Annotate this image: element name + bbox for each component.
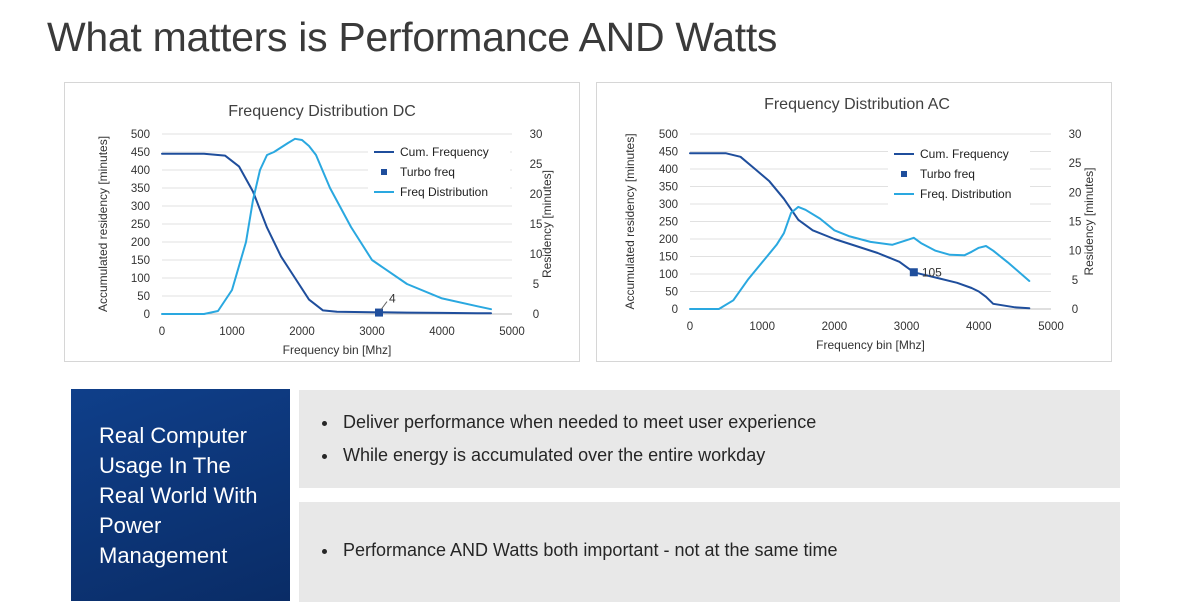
chart-ac-ytick-label: 400: [659, 164, 678, 176]
chart-dc-y2tick-label: 5: [533, 279, 539, 291]
chart-ac-legend-turbo-swatch: [901, 171, 907, 177]
bullet-list-top: Deliver performance when needed to meet …: [317, 412, 1120, 466]
chart-dc-turbo-point: [375, 308, 383, 317]
chart-dc-ytick-label: 350: [131, 183, 150, 195]
chart-ac-y2tick-label: 10: [1069, 246, 1082, 258]
chart-dc-y2tick-label: 25: [530, 159, 543, 171]
chart-dc-legend-label: Freq Distribution: [400, 185, 488, 199]
chart-dc-turbo-leader: [380, 301, 388, 310]
chart-dc-ytick-label: 250: [131, 219, 150, 231]
chart-ac-xtick-label: 0: [687, 321, 693, 333]
chart-dc-xtick-label: 0: [159, 326, 165, 338]
chart-dc-svg: Frequency Distribution DC050100150200250…: [65, 83, 579, 361]
chart-ac-legend-label: Freq. Distribution: [920, 187, 1011, 201]
chart-dc-legend-label: Cum. Frequency: [400, 145, 489, 159]
chart-ac-legend-label: Cum. Frequency: [920, 147, 1009, 161]
chart-dc-xtick-label: 1000: [219, 326, 245, 338]
chart-ac-panel: Frequency Distribution AC 0 50 100 150 200 250…: [596, 82, 1112, 362]
chart-dc-x-axis-label: Frequency bin [Mhz]: [283, 343, 392, 357]
chart-dc-legend-turbo-swatch: [381, 169, 387, 175]
side-box-text: Real Computer Usage In The Real World Wi…: [99, 423, 258, 568]
chart-ac-xtick-label: 3000: [894, 321, 920, 333]
chart-ac-ytick-label: 300: [659, 199, 678, 211]
chart-ac-legend: Cum. Frequency Turbo freq Freq. Distributi…: [888, 141, 1030, 205]
chart-ac-xtick-label: 2000: [822, 321, 848, 333]
chart-ac-ytick-label: 50: [665, 287, 678, 299]
bullet-box-top: Deliver performance when needed to meet …: [299, 390, 1120, 488]
chart-ac-ytick-label: 150: [659, 252, 678, 264]
chart-ac-y2tick-label: 5: [1072, 275, 1078, 287]
chart-ac-ytick-label: 500: [659, 129, 678, 141]
side-box: Real Computer Usage In The Real World Wi…: [71, 389, 290, 601]
chart-dc-y2-axis-label: Residency [minutes]: [540, 170, 554, 278]
chart-dc-title: Frequency Distribution DC: [228, 103, 416, 120]
chart-ac-ytick-label: 0: [672, 304, 678, 316]
chart-dc-series-freq-distribution-line: [161, 137, 492, 315]
chart-dc-y2tick-label: 30: [530, 129, 543, 141]
chart-dc-panel: Frequency Distribution DC 0 50 100 150 200 250…: [64, 82, 580, 362]
chart-ac-y2tick-label: 15: [1069, 217, 1082, 229]
chart-ac-title: Frequency Distribution AC: [764, 96, 950, 113]
chart-ac-y-axis-label: Accumulated residency [minutes]: [623, 133, 637, 309]
bullet-list-bottom: Performance AND Watts both important - n…: [317, 540, 1120, 561]
chart-dc-background: [65, 83, 579, 361]
chart-dc-turbo-label: 4: [389, 292, 396, 306]
chart-ac-ytick-label: 100: [659, 269, 678, 281]
chart-ac-xtick-label: 1000: [749, 321, 775, 333]
chart-ac-series-cum-frequency-line: [689, 152, 1031, 310]
chart-ac-y2-axis-label: Residency [minutes]: [1082, 167, 1096, 275]
chart-dc-xtick-label: 4000: [429, 326, 455, 338]
chart-ac-series-freq-distribution-line: [689, 205, 1031, 310]
bullet-item: Deliver performance when needed to meet …: [339, 412, 1120, 433]
chart-dc-ytick-label: 50: [137, 291, 150, 303]
chart-dc-ytick-label: 100: [131, 273, 150, 285]
chart-ac-xtick-label: 5000: [1038, 321, 1064, 333]
chart-dc-y2tick-label: 20: [530, 189, 543, 201]
chart-ac-y2tick-label: 20: [1069, 187, 1082, 199]
chart-dc-xtick-label: 5000: [499, 326, 525, 338]
chart-ac-ytick-label: 450: [659, 147, 678, 159]
chart-dc-y-axis-label: Accumulated residency [minutes]: [96, 136, 110, 312]
chart-dc-ytick-label: 500: [131, 129, 150, 141]
chart-ac-legend-label: Turbo freq: [920, 167, 975, 181]
chart-dc-y2tick-label: 10: [530, 249, 543, 261]
chart-ac-ytick-label: 200: [659, 234, 678, 246]
chart-dc-legend-label: Turbo freq: [400, 165, 455, 179]
bullet-box-bottom: Performance AND Watts both important - n…: [299, 502, 1120, 602]
chart-dc-y2tick-label: 0: [533, 309, 539, 321]
chart-ac-xtick-label: 4000: [966, 321, 992, 333]
slide-title: What matters is Performance AND Watts: [47, 14, 778, 60]
chart-ac-x-axis-label: Frequency bin [Mhz]: [816, 338, 925, 352]
chart-dc-ytick-label: 300: [131, 201, 150, 213]
chart-dc-legend: Cum. Frequency Turbo freq Freq Distributio…: [368, 139, 510, 203]
chart-dc-ytick-label: 150: [131, 255, 150, 267]
bullet-item: While energy is accumulated over the ent…: [339, 445, 1120, 466]
chart-dc-xtick-label: 2000: [289, 326, 315, 338]
chart-dc-xtick-label: 3000: [359, 326, 385, 338]
chart-dc-ytick-label: 0: [144, 309, 150, 321]
chart-dc-y2tick-label: 15: [530, 219, 543, 231]
chart-ac-y2tick-label: 30: [1069, 129, 1082, 141]
chart-dc-series-cum-frequency-line: [161, 152, 492, 315]
chart-ac-turbo-label: 105: [922, 265, 942, 279]
chart-ac-svg: Frequency Distribution AC050100150200250…: [597, 83, 1111, 361]
chart-dc-ytick-label: 400: [131, 165, 150, 177]
chart-ac-ytick-label: 350: [659, 182, 678, 194]
chart-dc-ytick-label: 200: [131, 237, 150, 249]
chart-dc-ytick-label: 450: [131, 147, 150, 159]
chart-ac-y2tick-label: 0: [1072, 304, 1078, 316]
chart-ac-ytick-label: 250: [659, 217, 678, 229]
bullet-item: Performance AND Watts both important - n…: [339, 540, 1120, 561]
chart-ac-y2tick-label: 25: [1069, 158, 1082, 170]
chart-ac-turbo-point: [909, 268, 918, 277]
